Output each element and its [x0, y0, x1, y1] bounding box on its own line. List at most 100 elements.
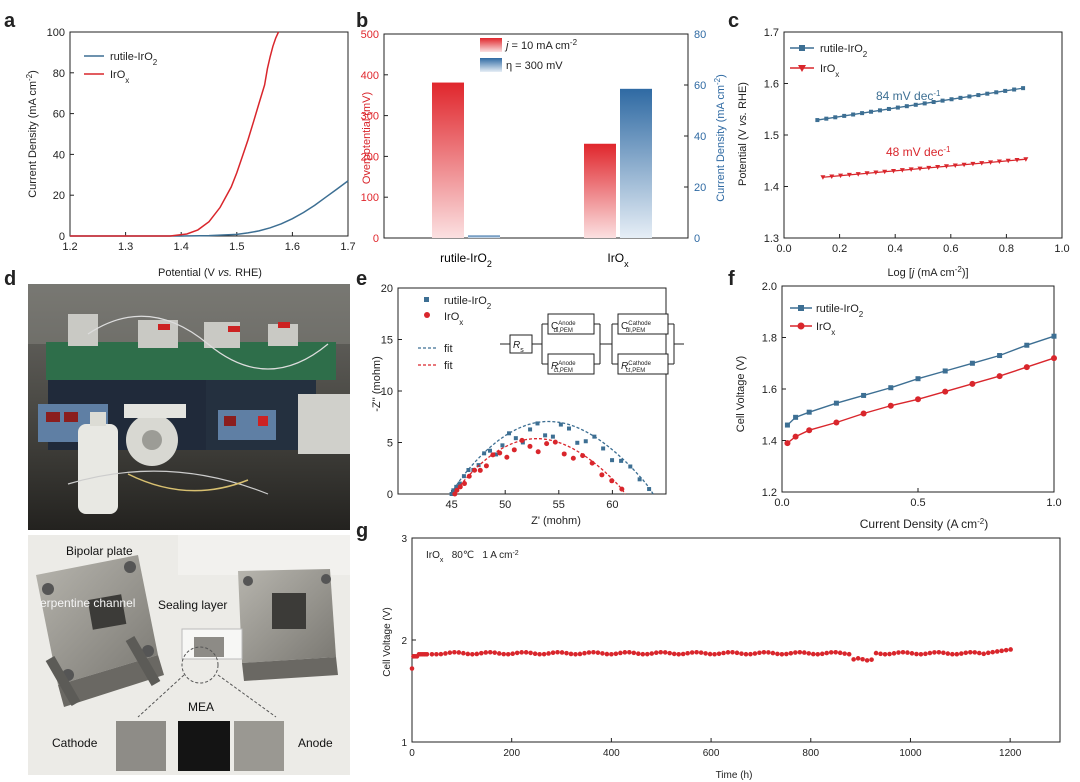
chart-g-point: [721, 650, 726, 656]
chart-g-point: [837, 650, 843, 656]
chart-b-left-ytick-label: 200: [361, 151, 379, 163]
chart-g-annotation: IrOx 80℃ 1 A cm-2: [426, 550, 519, 564]
chart-g-point: [770, 650, 776, 656]
chart-g-point: [452, 649, 457, 655]
chart-e-point-rutile: [494, 452, 499, 457]
chart-g-point: [694, 649, 699, 655]
chart-e-point-rutile: [528, 427, 533, 432]
chart-c-ytick-label: 1.6: [764, 79, 779, 91]
chart-g-point: [559, 650, 565, 655]
panel-letter-a: a: [4, 10, 16, 32]
chart-a-xtick-label: 1.7: [340, 241, 355, 253]
label-serpentine: erpentine channel: [40, 596, 135, 610]
chart-b-left-ytick-label: 300: [361, 111, 379, 123]
chart-e-ytick-label: 10: [381, 386, 393, 398]
chart-g-point: [914, 651, 919, 657]
chart-g-point: [734, 650, 740, 656]
chart-a-ytick-label: 60: [53, 109, 65, 121]
chart-g-point: [761, 649, 767, 655]
chart-e-point-irox: [570, 455, 576, 461]
chart-g-point: [636, 651, 641, 656]
chart-e-point-rutile: [610, 458, 615, 463]
chart-g-point: [945, 651, 951, 656]
chart-c-point-rutile: [877, 108, 882, 113]
chart-c-point-rutile: [833, 115, 838, 120]
chart-g-point: [532, 651, 538, 657]
chart-g-xtick-label: 1000: [899, 748, 922, 759]
chart-f-point-irox: [1051, 355, 1057, 362]
chart-c-point-rutile: [1003, 88, 1008, 93]
chart-g-point: [501, 651, 507, 657]
chart-b-left-ytick-label: 400: [361, 70, 379, 82]
chart-c-point-rutile: [976, 93, 981, 98]
chart-e-point-rutile: [575, 440, 580, 445]
chart-e-point-rutile: [592, 434, 597, 439]
chart-g-point: [752, 651, 758, 656]
chart-c-point-rutile: [949, 97, 954, 102]
chart-c-xtick-label: 0.2: [832, 243, 847, 255]
chart-e-point-rutile: [482, 451, 487, 456]
chart-f-point-irox: [1023, 364, 1030, 371]
legend-eta300: η = 300 mV: [506, 60, 563, 72]
chart-c-point-irox: [1023, 157, 1029, 162]
chart-c-ytick-label: 1.3: [764, 233, 779, 245]
chart-e-point-irox: [589, 460, 595, 466]
chart-b-bar-overpotential: [432, 82, 464, 238]
chart-e: 45 50 55 60 0 5 10 15 20 Z' (mohm) -Z'' (mohm) r…: [371, 283, 684, 527]
chart-a-xtick-label: 1.4: [174, 241, 189, 253]
chart-f-ytick-label: 2.0: [762, 281, 777, 293]
label-mea: MEA: [188, 700, 214, 714]
chart-e-point-irox: [504, 454, 510, 460]
legend-e-fit2: fit: [444, 360, 453, 372]
chart-g-point: [819, 651, 825, 657]
chart-b-right-ytick-label: 60: [694, 80, 706, 92]
legend-e-irox: IrOx: [444, 311, 463, 327]
chart-a-ytick-label: 100: [47, 27, 65, 39]
chart-c-point-irox: [882, 169, 888, 175]
chart-f-point-rutile: [997, 353, 1003, 359]
chart-a-xtick-label: 1.6: [285, 241, 300, 253]
chart-c-point-irox: [961, 162, 967, 168]
chart-e-point-rutile: [466, 468, 471, 473]
chart-g-point: [932, 650, 937, 655]
chart-g-point: [882, 651, 888, 657]
chart-c-point-irox: [838, 173, 844, 179]
chart-c-series-line: [822, 158, 1026, 178]
chart-g-xtick-label: 0: [409, 748, 415, 759]
chart-g-point: [788, 650, 794, 656]
chart-g-ytick-label: 1: [401, 738, 407, 749]
chart-g-point: [537, 651, 542, 657]
chart-g-point: [712, 651, 717, 657]
chart-f-point-rutile: [915, 376, 921, 382]
chart-e-point-rutile: [550, 434, 555, 439]
chart-e-point-irox: [619, 486, 625, 492]
chart-g-point: [577, 651, 583, 657]
chart-f-ytick-label: 1.6: [762, 384, 777, 396]
chart-e-point-rutile: [535, 421, 540, 426]
chart-g-point: [815, 651, 821, 657]
chart-g-point: [586, 650, 592, 655]
chart-b-right-ytick-label: 20: [694, 182, 706, 194]
chart-c-point-irox: [891, 168, 897, 174]
chart-g-point: [860, 656, 865, 662]
chart-g-point: [779, 651, 785, 657]
chart-g-point: [434, 651, 439, 657]
chart-g-point: [478, 650, 484, 656]
chart-e-point-rutile: [543, 433, 548, 438]
chart-a-xlabel: Potential (V vs. RHE): [158, 267, 262, 279]
chart-g-xtick-label: 600: [703, 748, 720, 759]
chart-e-xlabel: Z' (mohm): [531, 515, 581, 527]
chart-e-point-rutile: [513, 436, 518, 441]
chart-c-xlabel: Log [j (mA cm-2)]: [887, 265, 968, 280]
chart-e-point-irox: [452, 491, 458, 497]
chart-f-line-rutile: [786, 335, 1055, 426]
chart-g-point: [716, 651, 722, 657]
chart-c-point-irox: [846, 172, 852, 178]
label-bipolar-plate: Bipolar plate: [66, 544, 133, 558]
chart-g-point: [994, 649, 1000, 654]
chart-g-point: [806, 651, 812, 656]
chart-e-point-rutile: [487, 448, 492, 453]
chart-c-point-irox: [864, 171, 870, 176]
chart-f-xtick-label: 1.0: [1046, 497, 1061, 509]
chart-b-left-ylabel: Overpotential (mV): [361, 92, 373, 184]
